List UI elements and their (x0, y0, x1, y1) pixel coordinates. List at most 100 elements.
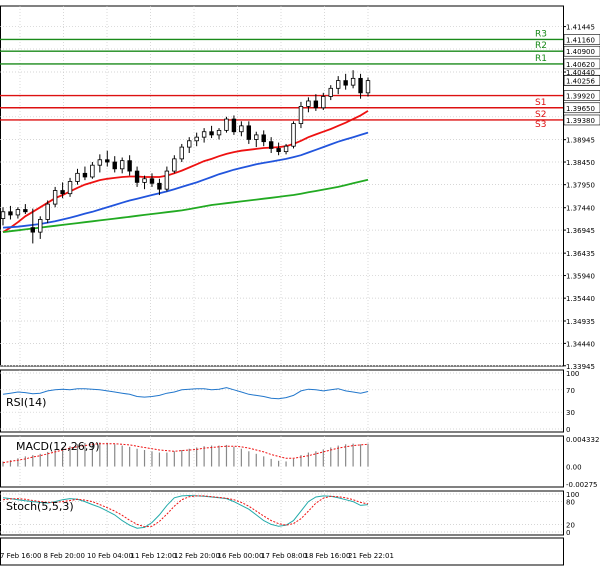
price-tick-label: 1.41445 (566, 24, 595, 32)
price-tick-label: 1.40440 (566, 69, 595, 77)
candle-body (194, 136, 199, 142)
macd-tick-label: 0.00 (566, 464, 582, 472)
candle-body (52, 190, 58, 205)
price-tick-label: 1.34440 (566, 340, 595, 348)
level-price-label: 1.40900 (566, 48, 595, 56)
candle-body (23, 209, 28, 213)
level-name-label: R3 (535, 29, 547, 39)
candle-body (142, 178, 147, 183)
rsi-title: RSI(14) (6, 396, 46, 409)
candle-body (358, 77, 363, 94)
candle-body (8, 211, 13, 216)
price-tick-label: 1.36435 (566, 250, 595, 258)
stoch-d-line (2, 495, 369, 528)
candle-body (60, 190, 65, 195)
level-name-label: R1 (535, 54, 547, 64)
candle-body (0, 211, 6, 219)
stoch-tick-label: 0 (566, 529, 570, 537)
price-tick-label: 1.35940 (566, 273, 595, 281)
candle-body (45, 203, 50, 220)
level-price-box (563, 45, 600, 57)
candle-body (328, 87, 333, 97)
macd-title: MACD(12,26,9) (16, 440, 100, 453)
time-tick-label: 7 Feb 16:00 (0, 552, 41, 560)
price-tick-label: 1.36945 (566, 227, 595, 235)
stoch-pane-frame (0, 490, 564, 536)
time-tick-label: 21 Feb 22:01 (348, 552, 394, 560)
moving-average-line (2, 131, 369, 229)
candle-body (268, 141, 274, 149)
time-tick-label: 10 Feb 04:00 (87, 552, 133, 560)
price-tick-label: 1.33945 (566, 363, 595, 371)
candle-body (119, 160, 125, 170)
candle-body (291, 123, 296, 147)
candle-body (261, 134, 266, 143)
level-price-box (563, 58, 600, 70)
time-axis-frame (0, 537, 564, 566)
level-price-box (563, 114, 600, 126)
price-tick-label: 1.35440 (566, 295, 595, 303)
macd-tick-label: 0.004332 (566, 436, 599, 444)
time-tick-label: 18 Feb 16:00 (305, 552, 351, 560)
time-tick-label: 17 Feb 08:00 (261, 552, 307, 560)
candle-body (15, 209, 21, 216)
level-price-label: 1.39920 (566, 93, 595, 101)
candle-body (231, 118, 237, 133)
macd-signal-line (2, 443, 369, 464)
candle-body (276, 148, 281, 153)
candle-body (306, 100, 311, 107)
candle-body (38, 219, 43, 233)
candle-body (365, 80, 371, 94)
moving-average-line (2, 178, 369, 233)
rsi-tick-label: 100 (566, 370, 579, 378)
candle-body (67, 181, 73, 195)
price-tick-label: 1.37440 (566, 205, 595, 213)
current-price-label: 1.40256 (566, 77, 595, 85)
level-price-label: 1.40620 (566, 61, 595, 69)
candle-body (239, 125, 244, 133)
stoch-k-line (2, 494, 369, 529)
stoch-tick-label: 20 (566, 521, 575, 529)
stoch-title: Stoch(5,5,3) (6, 500, 74, 513)
level-price-box (563, 90, 600, 101)
candle-body (179, 146, 184, 160)
candle-body (127, 160, 132, 172)
candle-body (105, 159, 110, 163)
rsi-line (2, 387, 369, 400)
price-tick-label: 1.37950 (566, 182, 595, 190)
candle-body (298, 106, 304, 124)
candle-body (254, 134, 259, 140)
candle-body (172, 158, 177, 172)
candle-body (112, 161, 117, 170)
time-tick-label: 11 Feb 12:00 (131, 552, 177, 560)
rsi-pane-frame (0, 369, 564, 433)
level-price-label: 1.39650 (566, 105, 595, 113)
time-tick-label: 16 Feb 00:00 (218, 552, 264, 560)
time-tick-label: 8 Feb 20:00 (44, 552, 85, 560)
current-price-box (563, 74, 600, 86)
rsi-tick-label: 0 (566, 426, 570, 434)
candle-body (201, 131, 207, 138)
time-tick-label: 12 Feb 20:00 (174, 552, 220, 560)
candle-body (75, 172, 80, 182)
candle-body (336, 80, 341, 89)
price-tick-label: 1.38450 (566, 159, 595, 167)
candle-body (82, 172, 88, 178)
rsi-tick-label: 30 (566, 409, 575, 417)
macd-tick-label: -0.00275 (566, 481, 597, 489)
candle-body (134, 170, 140, 183)
level-price-label: 1.39380 (566, 117, 595, 125)
candle-body (216, 129, 222, 136)
candle-body (209, 131, 214, 136)
price-tick-label: 1.34935 (566, 318, 595, 326)
macd-pane-frame (0, 435, 564, 488)
candle-body (224, 118, 229, 131)
candle-body (97, 159, 103, 166)
level-name-label: S3 (535, 120, 546, 130)
candle-body (321, 96, 326, 109)
candle-body (187, 140, 192, 148)
candle-body (164, 170, 170, 190)
level-price-box (563, 102, 600, 114)
candle-body (30, 227, 35, 233)
